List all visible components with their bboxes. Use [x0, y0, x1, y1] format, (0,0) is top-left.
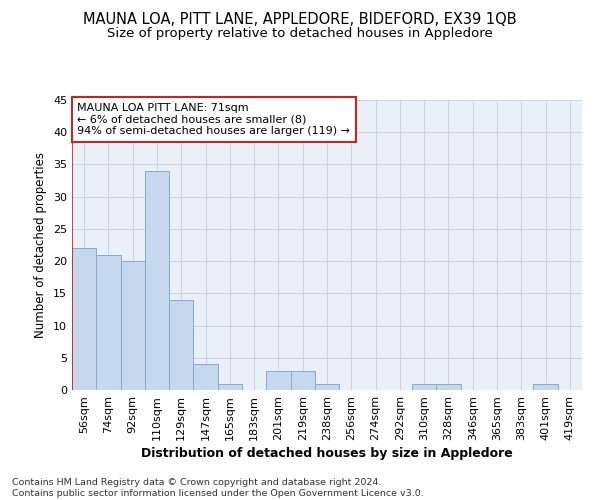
- Bar: [72, 248, 96, 390]
- Text: MAUNA LOA PITT LANE: 71sqm
← 6% of detached houses are smaller (8)
94% of semi-d: MAUNA LOA PITT LANE: 71sqm ← 6% of detac…: [77, 103, 350, 136]
- Bar: [533, 384, 558, 390]
- Bar: [218, 384, 242, 390]
- Bar: [193, 364, 218, 390]
- Y-axis label: Number of detached properties: Number of detached properties: [34, 152, 47, 338]
- Text: MAUNA LOA, PITT LANE, APPLEDORE, BIDEFORD, EX39 1QB: MAUNA LOA, PITT LANE, APPLEDORE, BIDEFOR…: [83, 12, 517, 28]
- Bar: [266, 370, 290, 390]
- X-axis label: Distribution of detached houses by size in Appledore: Distribution of detached houses by size …: [141, 447, 513, 460]
- Bar: [436, 384, 461, 390]
- Bar: [145, 171, 169, 390]
- Bar: [412, 384, 436, 390]
- Bar: [315, 384, 339, 390]
- Text: Contains HM Land Registry data © Crown copyright and database right 2024.
Contai: Contains HM Land Registry data © Crown c…: [12, 478, 424, 498]
- Bar: [169, 300, 193, 390]
- Bar: [96, 254, 121, 390]
- Bar: [290, 370, 315, 390]
- Bar: [121, 261, 145, 390]
- Text: Size of property relative to detached houses in Appledore: Size of property relative to detached ho…: [107, 28, 493, 40]
